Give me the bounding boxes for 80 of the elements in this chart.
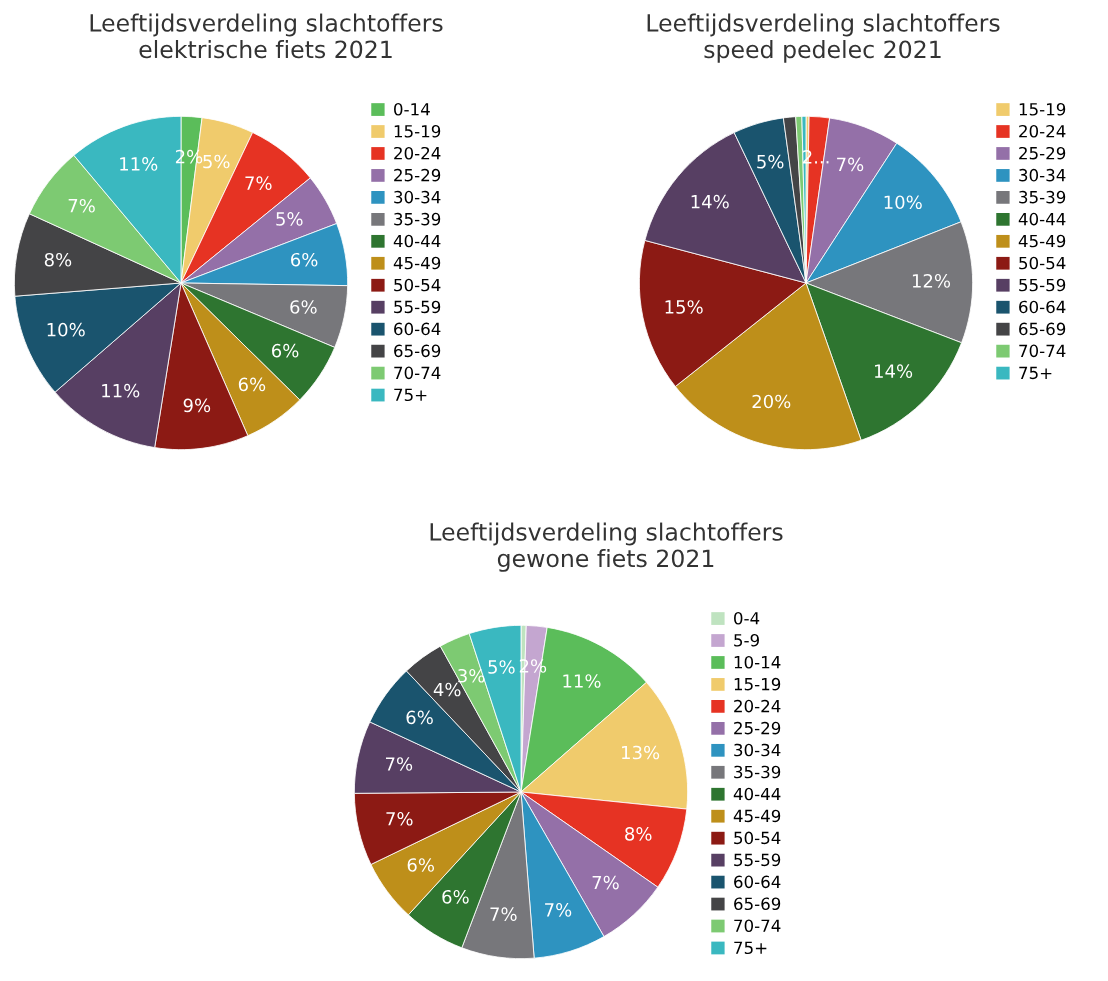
legend-label: 55-59 <box>734 853 781 867</box>
legend-label: 25-29 <box>394 168 441 182</box>
data-label: 7% <box>545 903 572 917</box>
data-label: 4% <box>433 682 461 697</box>
legend-label: 15-19 <box>1019 102 1066 116</box>
legend-label: 10-14 <box>734 655 781 669</box>
chart-title: Leeftijdsverdeling slachtoffers elektrische fiets 2021 <box>90 13 443 59</box>
data-label: 6% <box>407 858 435 872</box>
data-label: 12% <box>912 274 951 288</box>
data-label: 7% <box>592 875 619 890</box>
legend-label: 65-69 <box>734 897 781 911</box>
legend-label: 50-54 <box>1019 256 1066 270</box>
data-label: 5% <box>203 154 230 169</box>
legend-label: 35-39 <box>394 212 441 226</box>
legend-label: 75+ <box>1019 366 1052 380</box>
legend-label: 40-44 <box>393 234 441 248</box>
legend-label: 30-34 <box>734 743 781 757</box>
legend-label: 55-59 <box>394 300 441 314</box>
legend-label: 75+ <box>734 941 767 955</box>
legend-label: 35-39 <box>1019 190 1066 204</box>
legend-label: 45-49 <box>733 809 781 823</box>
legend-label: 20-24 <box>394 146 441 160</box>
data-label: 10% <box>47 322 85 337</box>
data-label: 6% <box>406 710 433 725</box>
data-label: 5% <box>757 154 784 169</box>
data-label: 6% <box>238 377 266 392</box>
legend-label: 25-29 <box>1019 146 1066 160</box>
legend-label: 15-19 <box>734 677 781 691</box>
legend-label: 60-64 <box>1019 300 1066 314</box>
data-label: 6% <box>291 252 318 267</box>
legend-label: 35-39 <box>734 765 781 779</box>
data-label: 11% <box>563 674 601 688</box>
legend-label: 20-24 <box>734 699 781 713</box>
data-label: 6% <box>442 889 469 904</box>
legend-label: 5-9 <box>734 633 759 647</box>
data-label: 7% <box>386 811 413 826</box>
legend-label: 15-19 <box>394 124 441 138</box>
legend-label: 50-54 <box>734 831 781 845</box>
legend-label: 60-64 <box>734 875 781 889</box>
data-label: 15% <box>665 300 703 314</box>
legend-label: 0-14 <box>394 102 430 116</box>
legend-label: 45-49 <box>393 256 441 270</box>
data-label: 20% <box>752 394 791 409</box>
data-label: 14% <box>691 194 729 209</box>
data-label: 10% <box>884 195 922 210</box>
legend-label: 30-34 <box>394 190 441 204</box>
chart-title: Leeftijdsverdeling slachtoffers gewone fiets 2021 <box>430 522 783 572</box>
legend-label: 30-34 <box>1019 168 1066 182</box>
data-label: 7% <box>68 198 95 213</box>
legend-label: 40-44 <box>733 787 781 801</box>
data-label: 14% <box>875 364 913 378</box>
data-label: 11% <box>102 383 140 398</box>
legend-label: 50-54 <box>394 278 441 292</box>
data-label: 5% <box>488 660 515 674</box>
data-label: 6% <box>290 300 317 314</box>
legend-label: 75+ <box>394 388 427 402</box>
data-label: 11% <box>120 157 158 171</box>
legend-label: 70-74 <box>1019 344 1066 358</box>
data-label: 6% <box>272 343 299 358</box>
data-label: 7% <box>385 757 413 771</box>
legend-label: 20-24 <box>1019 124 1066 138</box>
legend-label: 60-64 <box>394 322 441 336</box>
data-label: 8% <box>625 827 652 841</box>
legend-label: 0-4 <box>734 611 760 625</box>
legend-label: 45-49 <box>1018 234 1066 248</box>
data-label: 5% <box>276 212 303 226</box>
data-label: 9% <box>183 398 211 413</box>
legend-label: 70-74 <box>394 366 441 380</box>
legend-label: 40-44 <box>1018 212 1066 226</box>
data-label: 7% <box>837 157 864 172</box>
legend-label: 25-29 <box>734 721 781 735</box>
chart-title: Leeftijdsverdeling slachtoffers speed pedelec 2021 <box>647 13 1000 63</box>
data-label: 7% <box>490 907 517 921</box>
data-label: 8% <box>44 252 72 267</box>
legend-label: 70-74 <box>734 919 781 933</box>
legend-label: 65-69 <box>394 344 441 358</box>
data-label: 7% <box>245 176 272 190</box>
legend-label: 55-59 <box>1019 278 1066 292</box>
data-label: 13% <box>622 745 660 760</box>
legend-label: 65-69 <box>1019 322 1066 336</box>
